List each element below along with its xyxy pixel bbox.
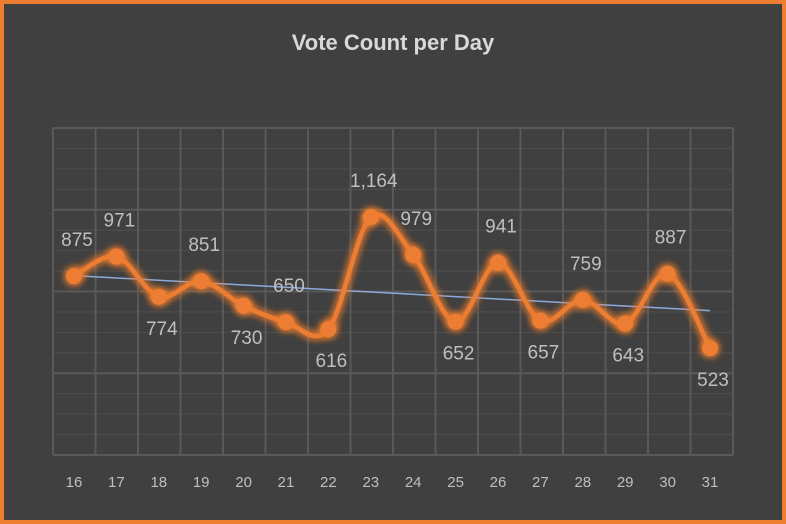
data-label-19: 851 <box>188 235 220 256</box>
trendline <box>73 274 711 312</box>
data-label-23: 1,164 <box>350 171 398 192</box>
x-tick-label-28: 28 <box>574 474 591 491</box>
data-label-22: 616 <box>316 351 348 372</box>
data-point-27 <box>532 312 549 329</box>
data-point-19 <box>193 273 210 290</box>
series-line-group <box>71 212 713 351</box>
x-tick-label-16: 16 <box>66 474 83 491</box>
data-label-24: 979 <box>400 209 432 230</box>
data-point-28 <box>574 291 591 308</box>
data-point-24 <box>405 246 422 263</box>
data-point-21 <box>278 314 294 331</box>
data-point-30 <box>659 265 676 282</box>
series-line <box>71 212 713 351</box>
x-tick-label-19: 19 <box>193 474 210 491</box>
data-label-16: 875 <box>61 230 93 251</box>
data-point-26 <box>490 254 506 271</box>
data-point-17 <box>108 248 125 265</box>
data-label-21: 650 <box>273 276 305 297</box>
data-label-17: 971 <box>104 211 136 232</box>
x-tick-label-21: 21 <box>278 474 295 491</box>
x-tick-label-27: 27 <box>532 474 549 491</box>
x-tick-label-18: 18 <box>150 474 167 491</box>
x-tick-label-25: 25 <box>447 474 464 491</box>
x-axis-ticks: 16 17 18 19 20 21 22 23 24 25 26 27 28 29 30 31 <box>66 474 719 491</box>
data-points <box>66 209 718 357</box>
data-point-23 <box>362 209 379 226</box>
data-label-20: 730 <box>231 328 263 349</box>
data-point-25 <box>447 313 464 330</box>
x-tick-label-24: 24 <box>405 474 422 491</box>
data-point-22 <box>320 321 337 338</box>
data-point-18 <box>150 288 167 305</box>
x-tick-label-20: 20 <box>235 474 252 491</box>
trendline-group <box>73 274 711 312</box>
data-label-28: 759 <box>570 254 602 275</box>
x-tick-label-31: 31 <box>702 474 719 491</box>
data-label-31: 523 <box>697 370 729 391</box>
x-tick-label-22: 22 <box>320 474 337 491</box>
data-label-18: 774 <box>146 319 178 340</box>
x-tick-label-29: 29 <box>617 474 634 491</box>
data-label-29: 643 <box>612 346 644 367</box>
data-label-26: 941 <box>485 217 517 238</box>
data-point-16 <box>66 268 82 285</box>
x-tick-label-17: 17 <box>108 474 125 491</box>
chart-title: Vote Count per Day <box>291 30 495 55</box>
data-label-30: 887 <box>655 228 687 249</box>
x-tick-label-23: 23 <box>362 474 379 491</box>
data-label-27: 657 <box>528 343 560 364</box>
data-label-25: 652 <box>443 344 475 365</box>
data-point-31 <box>702 340 718 357</box>
data-point-29 <box>617 315 634 332</box>
x-tick-label-26: 26 <box>490 474 507 491</box>
data-point-20 <box>235 297 252 314</box>
x-tick-label-30: 30 <box>659 474 676 491</box>
